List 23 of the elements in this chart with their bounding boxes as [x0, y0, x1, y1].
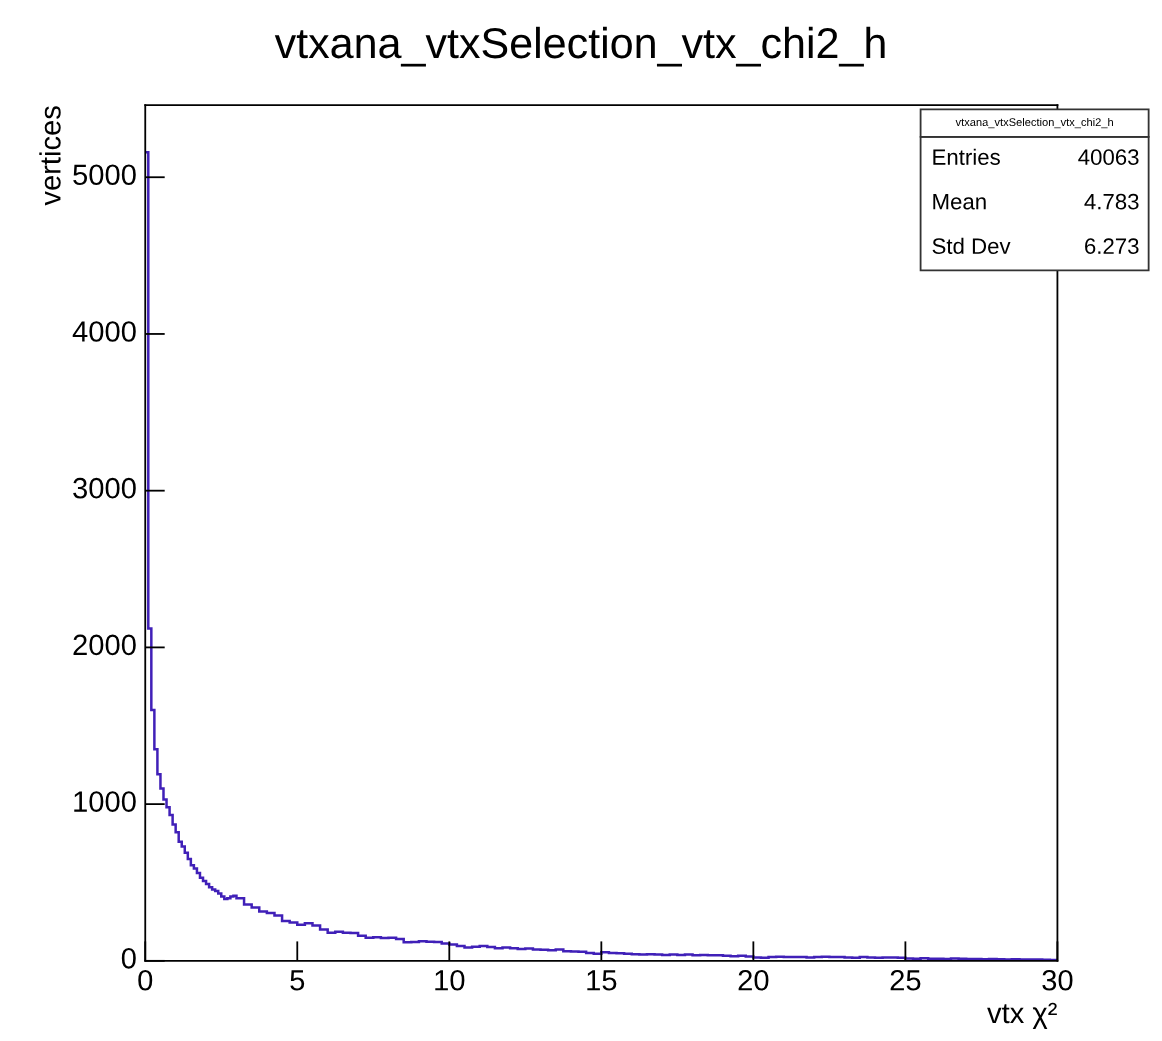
- y-tick-label: 2000: [73, 634, 136, 656]
- x-tick-label: 30: [1042, 969, 1073, 991]
- annotation: Mean: [933, 194, 986, 210]
- x-tick-label: 10: [435, 969, 465, 991]
- x-tick-label: 20: [738, 969, 769, 991]
- y-tick-label: 5000: [73, 164, 136, 186]
- y-tick-label: 0: [121, 948, 136, 969]
- x-tick-label: 5: [290, 970, 305, 991]
- x-axis-title: vtx χ²: [987, 1002, 1057, 1030]
- y-tick-label: 3000: [73, 477, 136, 499]
- x-tick-label: 0: [138, 969, 153, 991]
- annotation: Std Dev: [932, 237, 1011, 255]
- x-tick-label: 15: [587, 970, 617, 991]
- y-tick-label: 1000: [74, 791, 136, 812]
- text: 6.273: [1085, 238, 1139, 255]
- x-tick-label: 25: [890, 969, 921, 991]
- annotation: Entries: [933, 148, 1000, 166]
- y-tick-label: 4000: [72, 321, 136, 342]
- text: 40063: [1078, 149, 1139, 166]
- y-axis-title: vertices: [39, 106, 61, 206]
- text: 4.783: [1084, 193, 1139, 210]
- annotation: vtxana_vtxSelection_vtx_chi2_h: [955, 117, 1113, 129]
- chart-title: vtxana_vtxSelection_vtx_chi2_h: [274, 26, 885, 67]
